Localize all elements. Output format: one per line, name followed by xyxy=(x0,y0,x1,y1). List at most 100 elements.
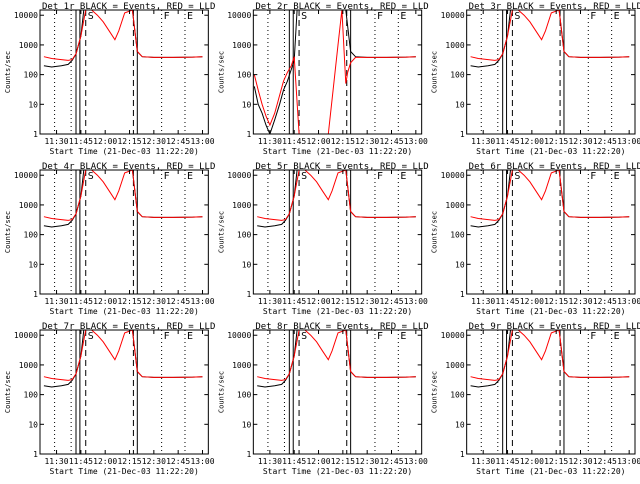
x-tick-label: 12:45 xyxy=(379,137,403,146)
y-axis-label: Counts/sec xyxy=(4,51,12,93)
marker-label: S xyxy=(514,171,520,182)
y-tick-label: 1 xyxy=(33,450,38,459)
plot-frame xyxy=(466,9,636,135)
series-group xyxy=(257,330,416,388)
y-tick-label: 10 xyxy=(242,420,252,429)
y-tick-label: 1 xyxy=(247,130,252,139)
x-tick-label: 12:15 xyxy=(117,457,141,466)
y-tick-label: 10 xyxy=(28,260,38,269)
x-axis-label: Start Time (21-Dec-03 11:22:20) xyxy=(50,147,199,156)
chart-title: Det 4r BLACK = Events, RED = LLD xyxy=(42,162,215,172)
y-axis-label: Counts/sec xyxy=(431,211,439,253)
chart-title: Det 1r BLACK = Events, RED = LLD xyxy=(42,2,215,12)
y-tick-label: 1000 xyxy=(232,361,251,370)
chart-title: Det 8r BLACK = Events, RED = LLD xyxy=(255,322,428,332)
marker-label: E xyxy=(400,171,406,182)
y-tick-label: 1 xyxy=(247,450,252,459)
y-tick-label: 10000 xyxy=(441,11,465,20)
series-group xyxy=(470,10,630,68)
marker-label: S xyxy=(301,171,307,182)
x-tick-label: 11:30 xyxy=(44,137,68,146)
x-tick-label: 11:30 xyxy=(258,137,282,146)
y-tick-label: 100 xyxy=(24,231,39,240)
series-group xyxy=(43,330,203,388)
series-group xyxy=(257,170,416,228)
y-tick-label: 1000 xyxy=(445,361,464,370)
y-tick-label: 1000 xyxy=(19,41,38,50)
x-tick-label: 12:00 xyxy=(93,297,117,306)
x-tick-label: 12:00 xyxy=(306,137,330,146)
y-tick-label: 100 xyxy=(450,391,465,400)
marker-label: F xyxy=(164,331,170,342)
x-axis-label: Start Time (21-Dec-03 11:22:20) xyxy=(476,467,625,476)
y-axis-label: Counts/sec xyxy=(4,211,12,253)
marker-label: F xyxy=(164,171,170,182)
x-tick-label: 12:00 xyxy=(306,457,330,466)
y-tick-label: 100 xyxy=(450,231,465,240)
marker-label: E xyxy=(614,171,620,182)
series-group xyxy=(470,170,630,228)
y-axis-label: Counts/sec xyxy=(217,211,225,253)
marker-label: S xyxy=(301,11,307,22)
x-tick-label: 13:00 xyxy=(617,297,640,306)
y-tick-label: 10000 xyxy=(14,11,38,20)
x-tick-label: 12:30 xyxy=(142,297,166,306)
x-tick-label: 12:15 xyxy=(544,137,568,146)
y-tick-label: 100 xyxy=(237,231,252,240)
x-tick-label: 11:45 xyxy=(282,297,306,306)
y-tick-label: 1000 xyxy=(19,361,38,370)
y-tick-label: 1000 xyxy=(445,201,464,210)
marker-label: S xyxy=(88,331,94,342)
plot-frame xyxy=(39,9,209,135)
y-tick-label: 10 xyxy=(242,100,252,109)
x-tick-label: 11:45 xyxy=(495,297,519,306)
marker-label: S xyxy=(88,11,94,22)
marker-label: E xyxy=(187,171,193,182)
marker-label: S xyxy=(514,331,520,342)
marker-label: E xyxy=(187,331,193,342)
plot-frame xyxy=(466,169,636,295)
marker-label: F xyxy=(164,11,170,22)
y-tick-label: 100 xyxy=(24,71,39,80)
y-tick-label: 10000 xyxy=(14,171,38,180)
x-tick-label: 11:45 xyxy=(69,457,93,466)
y-tick-label: 10000 xyxy=(441,331,465,340)
y-tick-label: 10 xyxy=(455,100,465,109)
y-tick-label: 10000 xyxy=(227,171,251,180)
x-tick-label: 12:00 xyxy=(520,297,544,306)
chart-title: Det 3r BLACK = Events, RED = LLD xyxy=(469,2,640,12)
x-tick-label: 12:45 xyxy=(593,457,617,466)
lld-series-line xyxy=(43,330,203,381)
y-tick-label: 1000 xyxy=(445,41,464,50)
y-axis-label: Counts/sec xyxy=(217,371,225,413)
lld-series-line xyxy=(257,170,416,221)
x-tick-label: 12:45 xyxy=(593,297,617,306)
x-tick-label: 11:30 xyxy=(471,297,495,306)
x-tick-label: 12:30 xyxy=(142,137,166,146)
x-tick-label: 11:45 xyxy=(495,137,519,146)
x-axis-label: Start Time (21-Dec-03 11:22:20) xyxy=(50,467,199,476)
x-tick-label: 12:45 xyxy=(379,297,403,306)
series-group xyxy=(253,10,416,134)
plot-frame xyxy=(466,329,636,455)
plot-frame xyxy=(252,9,423,135)
series-group xyxy=(43,10,203,68)
y-tick-label: 100 xyxy=(450,71,465,80)
y-tick-label: 10 xyxy=(455,260,465,269)
x-tick-label: 11:30 xyxy=(471,137,495,146)
chart-title: Det 9r BLACK = Events, RED = LLD xyxy=(469,322,640,332)
plot-frame xyxy=(252,329,423,455)
marker-label: S xyxy=(514,11,520,22)
y-tick-label: 1 xyxy=(460,130,465,139)
x-tick-label: 12:30 xyxy=(568,297,592,306)
x-tick-label: 11:30 xyxy=(44,457,68,466)
x-tick-label: 12:15 xyxy=(331,457,355,466)
chart-title: Det 5r BLACK = Events, RED = LLD xyxy=(255,162,428,172)
